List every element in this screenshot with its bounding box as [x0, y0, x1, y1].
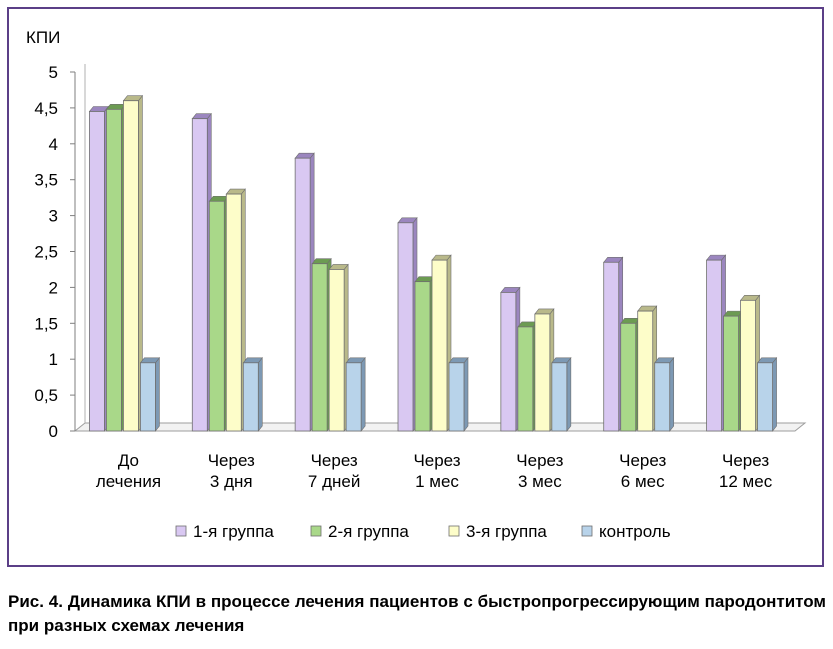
- bar-front: [654, 362, 671, 432]
- bar-front: [740, 299, 756, 432]
- legend-swatch: [581, 525, 593, 537]
- bar-front: [723, 315, 739, 432]
- bar: [448, 356, 469, 432]
- bar-front: [414, 281, 431, 432]
- legend-label: контроль: [599, 522, 671, 541]
- bar: [242, 356, 263, 432]
- bar-front: [191, 118, 208, 432]
- x-tick-label: До: [118, 451, 139, 470]
- y-tick-label: 4: [49, 135, 58, 154]
- bar-front: [294, 157, 311, 432]
- bar-front: [757, 362, 773, 432]
- bar-front: [106, 108, 122, 432]
- bar-side: [360, 356, 366, 432]
- figure-caption: Рис. 4. Динамика КПИ в процессе лечения …: [8, 592, 826, 635]
- bar: [191, 112, 212, 432]
- x-tick-label: 3 мес: [518, 472, 562, 491]
- y-tick-label: 3,5: [34, 171, 58, 190]
- bar-front: [123, 100, 139, 432]
- bar-side: [257, 356, 263, 432]
- y-axis-title: КПИ: [26, 28, 60, 47]
- bar: [139, 356, 161, 432]
- bar-front: [225, 193, 242, 432]
- bar-front: [431, 259, 448, 432]
- bar: [620, 317, 641, 432]
- bar: [637, 305, 658, 432]
- legend-label: 1-я группа: [193, 522, 274, 541]
- x-tick-label: Через: [722, 451, 769, 470]
- bar: [756, 356, 778, 432]
- bar: [225, 188, 246, 432]
- legend-swatch: [310, 525, 322, 537]
- legend-swatch: [448, 525, 460, 537]
- x-tick-label: 7 дней: [308, 472, 360, 491]
- chart: 0 0,5 1 1,5 2 2,5 3 3,5 4 4,5 5 КПИ До лечения Через 3 …: [26, 28, 807, 541]
- bar-front: [397, 222, 414, 432]
- bar: [397, 216, 418, 432]
- legend-label: 2-я группа: [328, 522, 409, 541]
- x-tick-label: 6 мес: [621, 472, 665, 491]
- bar-side: [772, 356, 777, 432]
- bar-front: [345, 362, 362, 432]
- bar: [88, 105, 110, 432]
- bar-side: [669, 356, 675, 432]
- bar: [345, 356, 366, 432]
- x-tick-label: Через: [516, 451, 563, 470]
- y-tick-label: 5: [49, 63, 58, 82]
- y-tick-label: 2,5: [34, 243, 58, 262]
- y-tick-label: 0: [49, 422, 58, 441]
- legend-label: 3-я группа: [466, 522, 547, 541]
- y-tick-label: 0,5: [34, 386, 58, 405]
- bar-front: [500, 292, 517, 432]
- bar-front: [620, 322, 637, 432]
- x-tick-label: 12 мес: [719, 472, 773, 491]
- bar-front: [328, 269, 345, 432]
- x-tick-label: Через: [311, 451, 358, 470]
- legend-swatch: [175, 525, 187, 537]
- bar-front: [517, 326, 534, 432]
- bar: [431, 254, 452, 432]
- bar: [208, 195, 229, 432]
- bar-front: [311, 263, 328, 432]
- bar: [122, 94, 144, 432]
- bar-front: [603, 261, 620, 432]
- bar: [534, 308, 555, 432]
- bar: [294, 152, 315, 432]
- y-tick-label: 4,5: [34, 99, 58, 118]
- bar-front: [637, 310, 654, 432]
- bar: [328, 263, 349, 432]
- bar: [500, 286, 521, 432]
- bar-side: [566, 356, 572, 432]
- bar-front: [208, 200, 225, 432]
- bar-front: [140, 362, 156, 432]
- y-tick-label: 1,5: [34, 314, 58, 333]
- x-tick-label: 3 дня: [210, 472, 253, 491]
- x-tick-label: Через: [619, 451, 666, 470]
- x-tick-label: Через: [208, 451, 255, 470]
- bar-front: [242, 362, 259, 432]
- x-tick-label: лечения: [96, 472, 161, 491]
- bar-side: [463, 356, 469, 432]
- bar: [722, 310, 744, 432]
- bar-front: [89, 111, 105, 432]
- y-tick-label: 3: [49, 207, 58, 226]
- bar: [105, 103, 127, 432]
- bar: [654, 356, 675, 432]
- bar: [705, 254, 727, 432]
- bar: [739, 294, 761, 432]
- bar-front: [534, 313, 551, 432]
- bar: [517, 321, 538, 432]
- bar-front: [551, 362, 568, 432]
- x-tick-label: Через: [413, 451, 460, 470]
- bar: [414, 275, 435, 432]
- x-tick-label: 1 мес: [415, 472, 459, 491]
- bar-front: [448, 362, 465, 432]
- bar: [551, 356, 572, 432]
- bar: [311, 257, 332, 432]
- y-tick-label: 1: [49, 350, 58, 369]
- bar-side: [155, 356, 160, 432]
- bar-front: [706, 259, 722, 432]
- y-tick-label: 2: [49, 278, 58, 297]
- bar: [603, 256, 624, 432]
